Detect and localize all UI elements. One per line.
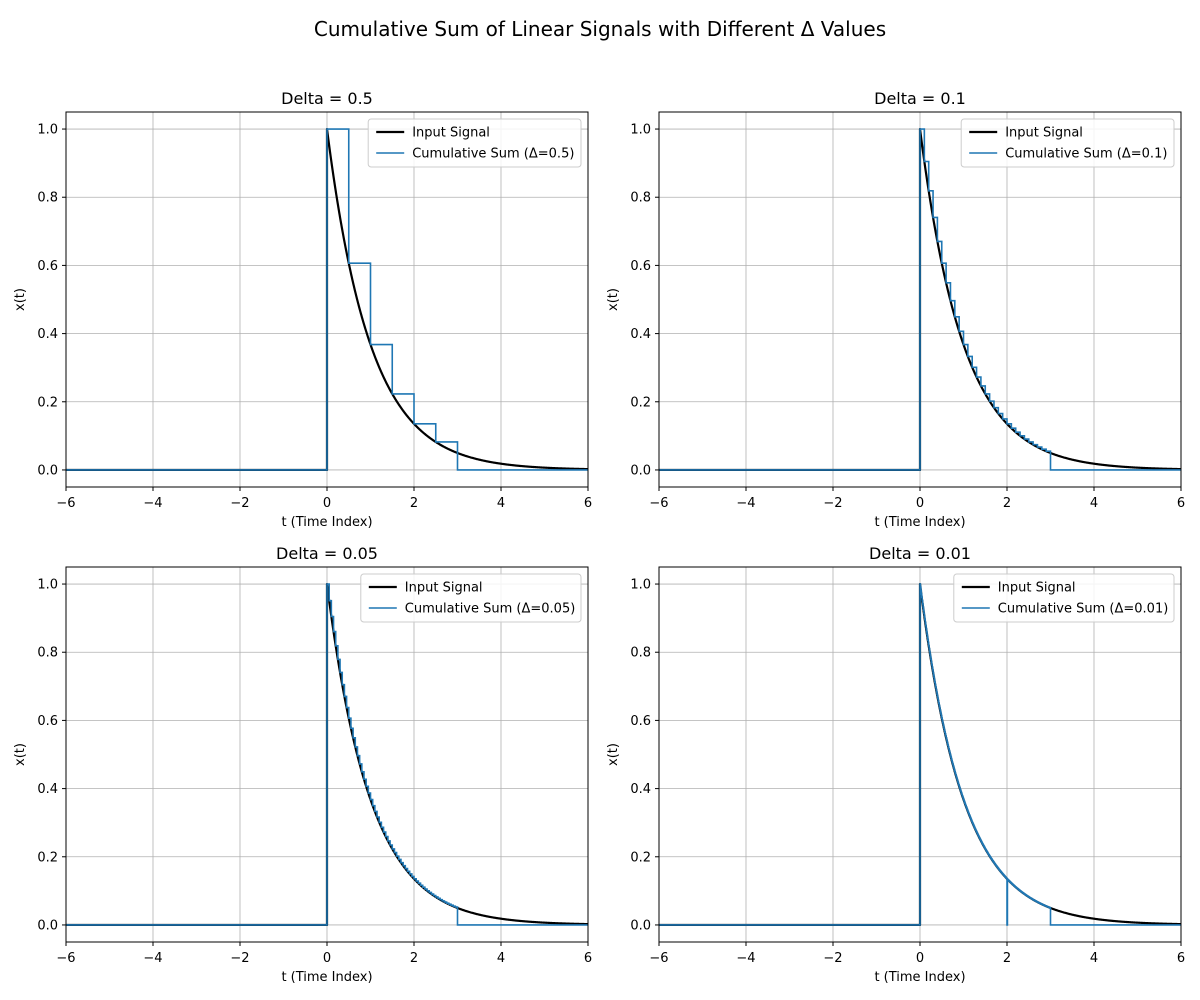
x-tick-label: −4 (143, 496, 162, 511)
figure-title: Cumulative Sum of Linear Signals with Di… (314, 17, 886, 41)
legend-box (953, 573, 1175, 623)
series-group (66, 127, 588, 472)
subplots: −6 −4 −2 0 2 4 6 0.0 0.2 0.4 0.6 0.8 1.0 Delta = 0.5 t… (13, 89, 1185, 985)
x-tick-label: −2 (230, 951, 249, 966)
y-tick-label: 0.6 (630, 259, 651, 274)
y-tick-label: 0.2 (630, 850, 651, 865)
x-tick-label: −4 (143, 951, 162, 966)
y-tick-label: 1.0 (37, 123, 58, 138)
y-tick-label: 0.0 (37, 463, 58, 478)
y-tick-label: 0.0 (630, 463, 651, 478)
x-tick-label: 2 (1003, 496, 1011, 511)
legend-box (360, 573, 582, 623)
subplot-4: −6 −4 −2 0 2 4 6 0.0 0.2 0.4 0.6 0.8 1.0 Delta = 0.01… (606, 544, 1185, 985)
y-tick-label: 0.6 (37, 259, 58, 274)
legend-box (367, 118, 582, 168)
x-tick-label: −2 (230, 496, 249, 511)
y-axis-label: x(t) (606, 288, 621, 311)
y-tick-label: 0.6 (630, 714, 651, 729)
x-tick-label: 0 (323, 951, 331, 966)
series-group (66, 582, 588, 927)
x-tick-label: 0 (916, 951, 924, 966)
subplot-title: Delta = 0.05 (276, 544, 378, 563)
x-tick-label: 4 (497, 951, 505, 966)
y-tick-label: 0.2 (630, 395, 651, 410)
series-cumulative-sum (659, 583, 1181, 926)
y-tick-label: 0.2 (37, 850, 58, 865)
series-group (659, 127, 1181, 472)
y-tick-label: 0.4 (37, 782, 58, 797)
x-tick-label: 2 (1003, 951, 1011, 966)
subplot-title: Delta = 0.5 (281, 89, 373, 108)
subplot-2: −6 −4 −2 0 2 4 6 0.0 0.2 0.4 0.6 0.8 1.0 Delta = 0.1 t… (606, 89, 1185, 530)
x-axis-label: t (Time Index) (874, 515, 965, 530)
y-tick-label: 0.0 (37, 918, 58, 933)
series-cumulative-sum (659, 128, 1181, 471)
y-tick-label: 0.8 (37, 191, 58, 206)
y-axis-label: x(t) (13, 288, 28, 311)
y-tick-label: 0.6 (37, 714, 58, 729)
y-tick-label: 1.0 (37, 578, 58, 593)
y-tick-label: 0.4 (37, 327, 58, 342)
x-tick-label: −4 (736, 496, 755, 511)
x-tick-label: −2 (823, 496, 842, 511)
y-tick-label: 0.8 (37, 646, 58, 661)
legend: Input Signal Cumulative Sum (Δ=0.1) (960, 118, 1175, 168)
x-tick-label: −4 (736, 951, 755, 966)
legend-label: Input Signal (998, 581, 1076, 596)
x-tick-label: −6 (56, 951, 75, 966)
x-tick-label: −6 (649, 951, 668, 966)
x-axis-label: t (Time Index) (874, 970, 965, 985)
y-tick-label: 0.8 (630, 646, 651, 661)
x-tick-label: 6 (1177, 496, 1185, 511)
x-tick-label: −6 (56, 496, 75, 511)
x-tick-label: 6 (1177, 951, 1185, 966)
legend-label: Cumulative Sum (Δ=0.5) (412, 147, 574, 162)
subplot-3: −6 −4 −2 0 2 4 6 0.0 0.2 0.4 0.6 0.8 1.0 Delta = 0.05… (13, 544, 592, 985)
legend-label: Cumulative Sum (Δ=0.1) (1005, 147, 1167, 162)
y-tick-label: 0.0 (630, 918, 651, 933)
subplot-title: Delta = 0.01 (869, 544, 971, 563)
y-axis-label: x(t) (13, 743, 28, 766)
y-tick-label: 0.2 (37, 395, 58, 410)
subplot-title: Delta = 0.1 (874, 89, 966, 108)
x-tick-label: 2 (410, 951, 418, 966)
legend-label: Input Signal (412, 126, 490, 141)
x-tick-label: 2 (410, 496, 418, 511)
y-tick-label: 1.0 (630, 123, 651, 138)
series-cumulative-sum (66, 128, 588, 471)
x-tick-label: 4 (1090, 951, 1098, 966)
x-tick-label: −6 (649, 496, 668, 511)
legend: Input Signal Cumulative Sum (Δ=0.05) (360, 573, 582, 623)
y-tick-label: 0.8 (630, 191, 651, 206)
series-group (659, 582, 1181, 927)
legend-label: Input Signal (405, 581, 483, 596)
legend-label: Input Signal (1005, 126, 1083, 141)
x-tick-label: 4 (1090, 496, 1098, 511)
y-tick-label: 0.4 (630, 327, 651, 342)
x-tick-label: 0 (323, 496, 331, 511)
x-tick-label: 4 (497, 496, 505, 511)
x-axis-label: t (Time Index) (281, 515, 372, 530)
x-tick-label: −2 (823, 951, 842, 966)
y-tick-label: 1.0 (630, 578, 651, 593)
legend: Input Signal Cumulative Sum (Δ=0.5) (367, 118, 582, 168)
x-axis-label: t (Time Index) (281, 970, 372, 985)
legend-label: Cumulative Sum (Δ=0.05) (405, 602, 576, 617)
y-tick-label: 0.4 (630, 782, 651, 797)
legend-box (960, 118, 1175, 168)
subplot-1: −6 −4 −2 0 2 4 6 0.0 0.2 0.4 0.6 0.8 1.0 Delta = 0.5 t… (13, 89, 592, 530)
x-tick-label: 6 (584, 951, 592, 966)
legend: Input Signal Cumulative Sum (Δ=0.01) (953, 573, 1175, 623)
y-axis-label: x(t) (606, 743, 621, 766)
legend-label: Cumulative Sum (Δ=0.01) (998, 602, 1169, 617)
x-tick-label: 0 (916, 496, 924, 511)
x-tick-label: 6 (584, 496, 592, 511)
series-cumulative-sum (66, 583, 588, 926)
